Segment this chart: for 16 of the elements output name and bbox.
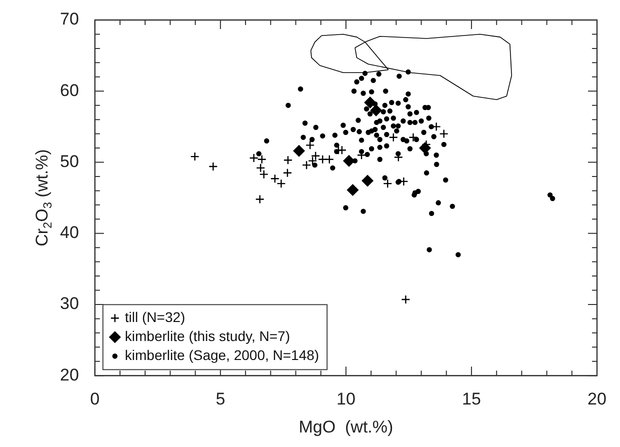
x-tick-label: 20 xyxy=(588,389,606,408)
legend-label: kimberlite (this study, N=7) xyxy=(124,328,290,344)
y-axis-title: Cr2O3 (wt.%) xyxy=(32,149,54,246)
x-tick-label: 5 xyxy=(216,389,226,408)
x-tick-label: 10 xyxy=(336,389,356,408)
y-tick-label: 30 xyxy=(60,294,79,314)
x-tick-label: 15 xyxy=(462,389,481,408)
y-tick-label: 60 xyxy=(60,80,79,100)
x-axis-title: MgO (wt.%) xyxy=(298,417,394,436)
legend-label: kimberlite (Sage, 2000, N=148) xyxy=(124,346,320,363)
legend-label: till (N=32) xyxy=(124,308,186,325)
y-tick-label: 40 xyxy=(60,223,79,242)
y-tick-label: 70 xyxy=(60,10,79,29)
x-tick-label: 0 xyxy=(90,389,100,408)
y-tick-label: 50 xyxy=(60,152,79,171)
y-tick-label: 20 xyxy=(60,365,79,384)
